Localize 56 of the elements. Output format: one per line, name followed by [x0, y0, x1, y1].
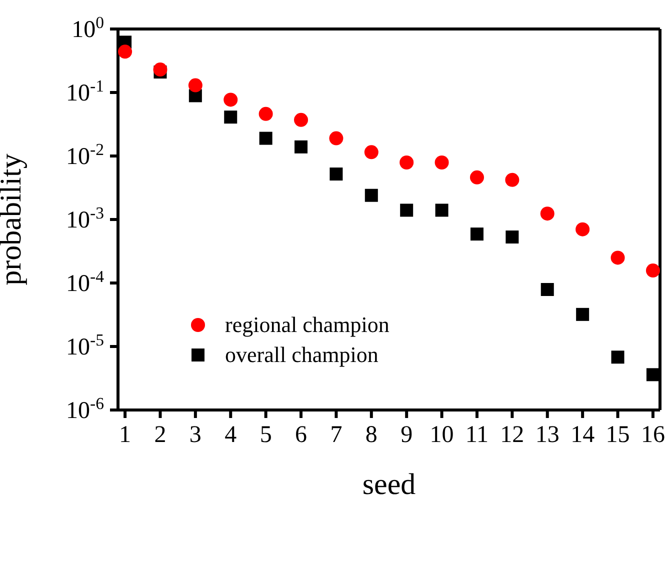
point [224, 92, 238, 107]
point [188, 78, 202, 92]
point [646, 264, 660, 278]
y-tick-label: 10$^{-6}$ [66, 394, 104, 424]
x-tick-label: 15 [606, 422, 630, 448]
point [294, 112, 308, 127]
point [505, 172, 520, 187]
point [330, 168, 343, 181]
x-tick-label: 9 [400, 422, 413, 448]
x-tick-label: 13 [535, 422, 560, 448]
legend-label: overall champion [225, 342, 378, 368]
point [576, 222, 590, 236]
x-tick-label: 2 [154, 422, 166, 448]
point [540, 206, 554, 221]
point [153, 62, 168, 77]
x-tick-label: 1 [119, 422, 132, 448]
point [470, 170, 484, 184]
y-tick-label: 10$^{-5}$ [66, 330, 104, 360]
x-tick-label: 16 [640, 422, 665, 448]
point [329, 131, 344, 146]
y-tick-label: 10$^{0}$ [72, 12, 104, 43]
x-tick-label: 11 [465, 422, 489, 448]
x-tick-label: 4 [224, 422, 237, 448]
point [610, 250, 625, 265]
x-axis-title: seed [362, 468, 416, 501]
y-tick-label: 10$^{-1}$ [66, 76, 104, 106]
legend-label: regional champion [225, 312, 390, 338]
point [400, 156, 414, 170]
point [434, 156, 449, 170]
y-tick-label: 10$^{-4}$ [66, 266, 105, 297]
x-tick-label: 8 [365, 422, 378, 448]
point [576, 308, 590, 321]
x-tick-label: 12 [500, 422, 524, 448]
x-tick-label: 6 [295, 422, 308, 448]
point [540, 283, 554, 296]
point [646, 368, 660, 382]
point [294, 140, 308, 154]
point [258, 106, 273, 121]
y-tick-label: 10$^{-2}$ [66, 140, 104, 170]
y-axis-title: probability [0, 154, 28, 286]
x-tick-label: 5 [260, 422, 272, 448]
y-tick-label: 10$^{-3}$ [66, 203, 104, 234]
x-tick-label: 14 [570, 422, 595, 448]
point [364, 188, 378, 202]
point [400, 204, 414, 217]
point [259, 132, 272, 145]
point [364, 145, 378, 160]
point [611, 350, 624, 364]
point [435, 204, 448, 217]
point [118, 44, 132, 59]
point [224, 110, 238, 124]
x-tick-label: 10 [430, 422, 454, 448]
x-tick-label: 7 [330, 422, 342, 448]
x-tick-label: 3 [189, 422, 202, 448]
point [506, 230, 519, 244]
point [470, 228, 484, 241]
